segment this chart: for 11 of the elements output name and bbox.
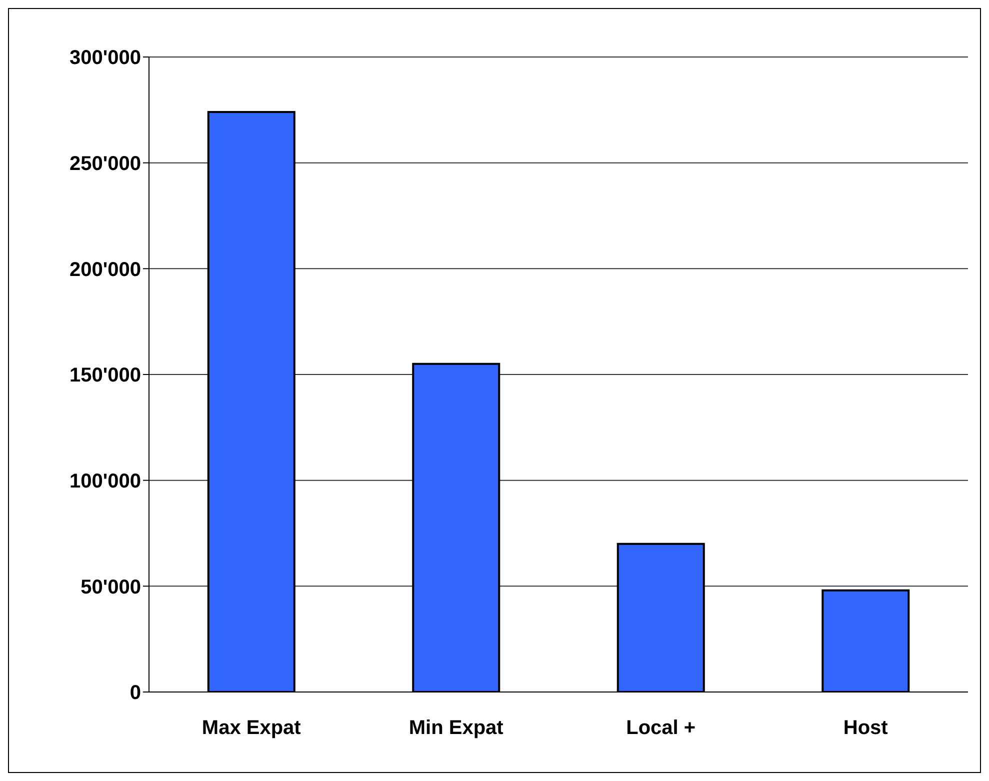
y-tick-label: 100'000 (70, 470, 141, 492)
y-tick-label: 250'000 (70, 152, 141, 175)
x-tick-label: Min Expat (408, 717, 504, 740)
y-tick-label: 150'000 (70, 364, 141, 387)
y-tick-label: 200'000 (70, 258, 141, 281)
y-tick-label: 300'000 (70, 47, 141, 70)
x-tick-label: Max Expat (202, 717, 302, 740)
y-tick-label: 50'000 (80, 576, 141, 598)
x-tick-label: Host (843, 717, 888, 740)
x-tick-label: Local + (626, 717, 696, 740)
y-tick-label: 0 (130, 682, 141, 704)
